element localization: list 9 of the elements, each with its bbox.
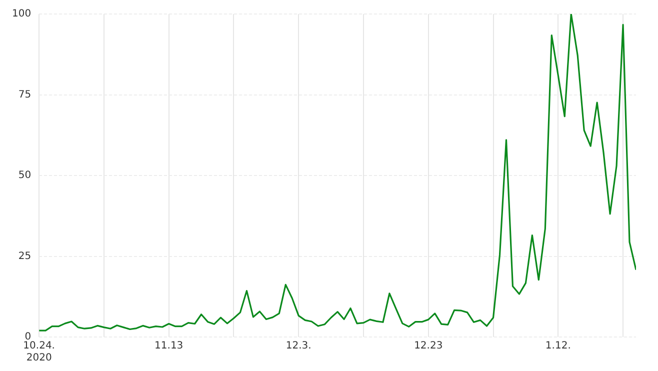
y-tick-label: 75	[18, 89, 32, 100]
x-tick-label: 1.12.	[545, 340, 571, 352]
x-tick-label: 11.13	[154, 340, 184, 352]
y-tick-label: 50	[18, 170, 32, 182]
y-tick-label: 100	[12, 8, 32, 20]
y-tick-label: 25	[18, 250, 32, 262]
x-tick-label: 12.23	[414, 340, 443, 352]
x-tick-label: 10.24. 2020	[23, 340, 55, 364]
x-tick-label: 12.3.	[286, 340, 312, 352]
